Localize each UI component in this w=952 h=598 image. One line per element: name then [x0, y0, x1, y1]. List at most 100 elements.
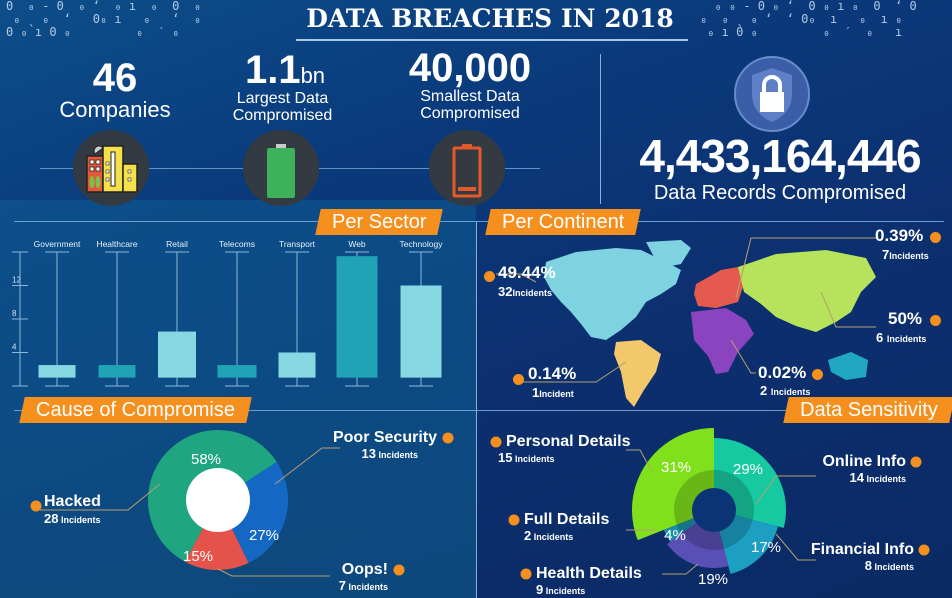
shield-lock-icon	[734, 56, 810, 132]
incidents-label: 7 Incidents	[339, 578, 388, 593]
largest-unit: bn	[300, 63, 326, 88]
category-label: Oops!	[342, 561, 388, 578]
polar-hole	[692, 488, 736, 532]
leader-line	[775, 533, 816, 561]
page-title: DATA BREACHES IN 2018	[306, 4, 674, 33]
slice-pct-label: 31%	[661, 459, 691, 476]
slice-pct-label: 19%	[698, 571, 728, 588]
incidents-label: 14 Incidents	[850, 470, 906, 485]
y-tick-label: 12	[12, 276, 21, 285]
continent-pct-na: 49.44%	[498, 263, 556, 282]
leader-line	[662, 563, 699, 575]
bar-healthcare	[98, 365, 136, 378]
map-north-america	[544, 248, 681, 340]
category-label: Financial Info	[811, 541, 914, 558]
slice-pct-label: 4%	[664, 527, 686, 544]
label-dot	[508, 514, 520, 526]
companies-value: 46	[92, 56, 138, 100]
leader-line	[274, 447, 340, 485]
smallest-label: Smallest Data Compromised	[395, 88, 545, 122]
category-label: Hacked	[44, 493, 101, 510]
largest-value: 1.1bn	[215, 50, 355, 96]
category-label: Full Details	[524, 511, 609, 528]
incidents-label: 15 Incidents	[498, 450, 554, 465]
binary-decoration-left: 0 ₀ - 0 ₀ ʻ ₀ ı ₀ 0 ₀ ₀ ˎ ₀ ʻ 0₀ ı ₀ ʻ ₀…	[6, 0, 202, 39]
continent-incidents-na: 32Incidents	[498, 284, 552, 299]
x-tick-label: Transport	[279, 239, 316, 249]
continent-pct-africa: 0.02%	[758, 363, 807, 382]
buildings-icon	[73, 130, 149, 206]
label-dot	[442, 432, 454, 444]
label-dot	[910, 456, 922, 468]
x-tick-label: Government	[34, 239, 81, 249]
bar-government	[38, 365, 76, 378]
x-tick-label: Healthcare	[96, 239, 137, 249]
continent-incidents-eu: 7Incidents	[882, 247, 929, 262]
bar-telecoms	[217, 365, 257, 378]
x-tick-label: Technology	[399, 239, 443, 249]
largest-label-line1: Largest Data	[236, 90, 329, 107]
largest-label: Largest Data Compromised	[210, 90, 355, 124]
label-dot-sa	[513, 374, 524, 385]
incidents-label: 13 Incidents	[362, 446, 418, 461]
incidents-label: 8 Incidents	[865, 558, 914, 573]
smallest-label-line1: Smallest Data	[420, 88, 520, 105]
smallest-value: 40,000	[408, 46, 532, 90]
slice-oops-	[184, 500, 249, 570]
x-tick-label: Web	[348, 239, 366, 249]
binary-decoration-right: ₀ ₀ - 0 ₀ ʻ 0 ₀ ı ₀ 0 ʻ 0 ₀ ₀ ˎ ₀ ʻ ʻ 0₀…	[700, 0, 917, 39]
map-greenland	[646, 240, 691, 267]
records-value: 4,433,164,446	[639, 130, 921, 182]
incidents-label: 28 Incidents	[44, 511, 100, 526]
incidents-label: 2 Incidents	[524, 528, 573, 543]
label-dot	[490, 436, 502, 448]
incidents-label: 9 Incidents	[536, 582, 585, 597]
leader-line	[755, 475, 816, 505]
label-dot-africa	[812, 369, 823, 380]
x-tick-label: Retail	[166, 239, 188, 249]
slice-financial-info	[714, 510, 778, 574]
slice-poor-security	[218, 461, 288, 564]
donut-hole	[186, 468, 250, 532]
slice-pct-label: 27%	[249, 527, 279, 544]
lower-divider	[14, 410, 944, 411]
continent-pct-eu: 0.39%	[875, 226, 924, 245]
continent-incidents-sa: 1Incident	[532, 385, 574, 400]
sector-bar-chart: 4 8 12 Government Healthcare Retail Telecoms Tr…	[12, 239, 443, 387]
smallest-label-line2: Compromised	[420, 105, 520, 122]
section-tag-per-sector: Per Sector	[315, 209, 444, 235]
label-dot-asia	[930, 315, 941, 326]
middle-divider	[14, 221, 944, 222]
section-tag-cause: Cause of Compromise	[19, 397, 252, 423]
continent-pct-asia: 50%	[888, 309, 923, 328]
continent-incidents-africa: 2 Incidents	[760, 383, 811, 398]
category-label: Poor Security	[333, 429, 437, 446]
map-africa	[691, 308, 754, 374]
map-oceania	[828, 352, 868, 380]
continent-incidents-asia: 6 Incidents	[876, 330, 927, 345]
records-label: Data Records Compromised	[653, 182, 907, 204]
title-underline	[296, 39, 688, 41]
map-europe	[694, 267, 744, 308]
leader-line	[217, 568, 330, 577]
bar-transport	[278, 352, 316, 378]
slice-pct-label: 29%	[733, 461, 763, 478]
continent-pct-sa: 0.14%	[528, 364, 577, 383]
slice-pct-label: 17%	[751, 539, 781, 556]
full-battery-icon	[243, 130, 319, 206]
companies-label: Companies	[59, 97, 171, 122]
label-dot	[393, 564, 405, 576]
category-label: Personal Details	[506, 433, 631, 450]
label-dot-eu	[930, 232, 941, 243]
largest-number: 1.1	[244, 48, 301, 92]
bar-technology	[400, 285, 442, 378]
y-tick-label: 4	[12, 343, 17, 352]
slice-pct-label: 15%	[183, 548, 213, 565]
leader-line	[626, 449, 652, 471]
category-label: Online Info	[822, 453, 906, 470]
label-dot	[30, 500, 42, 512]
low-battery-icon	[429, 130, 505, 206]
world-map	[496, 237, 876, 407]
label-dot-na	[484, 271, 495, 282]
